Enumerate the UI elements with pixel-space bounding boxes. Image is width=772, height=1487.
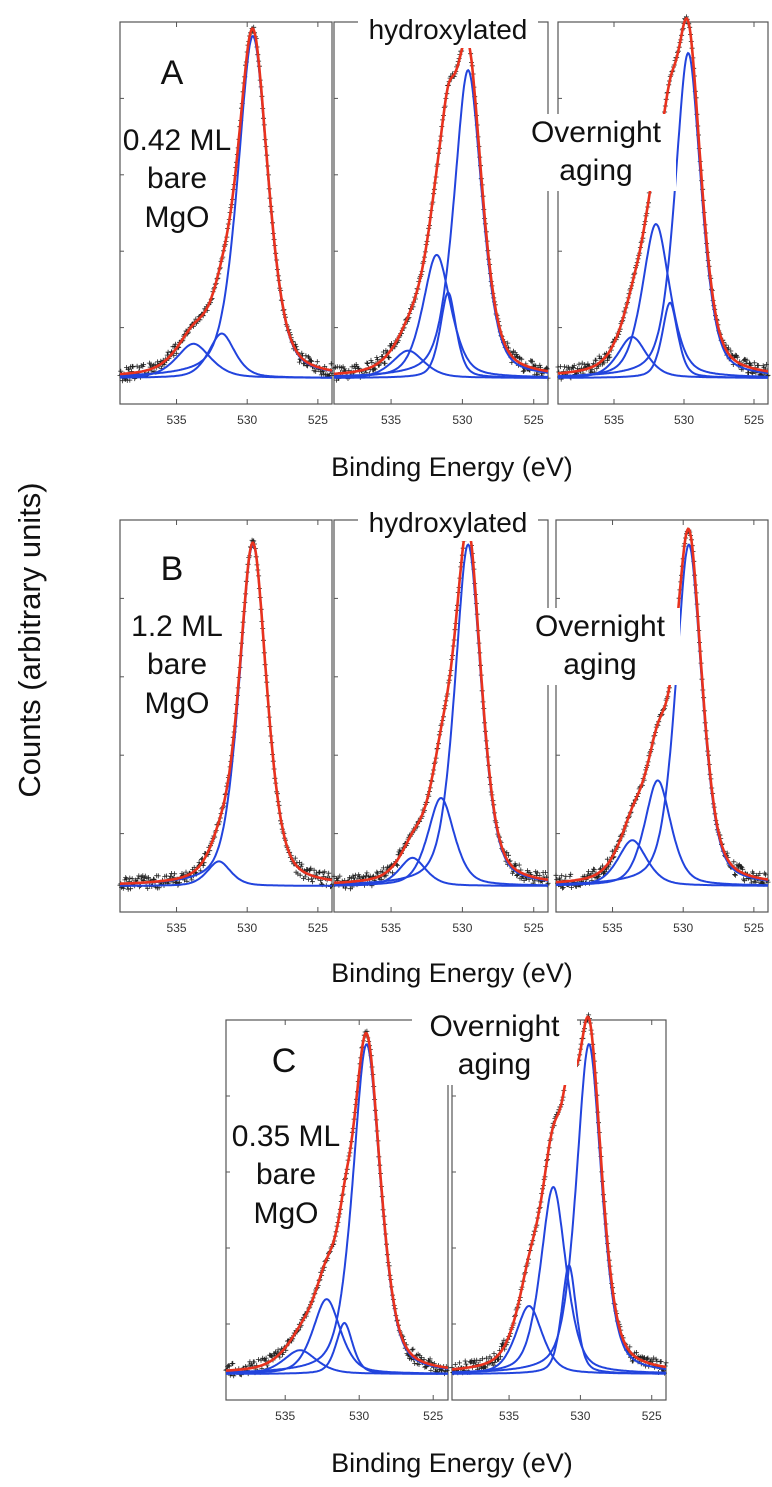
fit-envelope-a3 — [557, 16, 769, 375]
panel-c-left-label: 0.35 ML bare MgO — [231, 1120, 341, 1230]
fit-envelope-a1 — [120, 27, 333, 376]
x-axis-label-b: Binding Energy (eV) — [331, 958, 573, 988]
component-peak-b3-3 — [556, 839, 768, 887]
fit-envelope-c1 — [226, 1031, 449, 1372]
x-tick-label-b1-535: 535 — [167, 921, 187, 935]
panel-b-top-label: hydroxylated — [358, 505, 538, 541]
x-tick-label-b2-525: 525 — [524, 921, 544, 935]
x-tick-label-c2-535: 535 — [499, 1409, 519, 1423]
component-peak-a1-3 — [120, 342, 332, 379]
fit-envelope-b1 — [120, 540, 333, 885]
x-tick-label-a3-535: 535 — [604, 413, 624, 427]
data-points-a2 — [331, 34, 551, 383]
x-axis-label-c: Binding Energy (eV) — [331, 1448, 573, 1478]
panel-a-right-label: Overnight aging — [516, 114, 676, 191]
component-peak-c1-4 — [226, 1321, 448, 1375]
x-tick-label-c1-525: 525 — [423, 1409, 443, 1423]
x-tick-label-a3-530: 530 — [674, 413, 694, 427]
x-axis-label-a: Binding Energy (eV) — [331, 452, 573, 482]
panel-b-left-label: 1.2 ML bare MgO — [131, 610, 223, 720]
x-tick-label-c2-525: 525 — [642, 1409, 662, 1423]
plot-frame-a3 — [557, 21, 769, 405]
component-peak-b2-3 — [334, 856, 548, 887]
plot-frame-a2 — [333, 21, 549, 405]
data-points-b2 — [331, 523, 551, 892]
x-tick-label-a2-525: 525 — [524, 413, 544, 427]
panel-b-letter: B — [160, 550, 184, 588]
fit-envelope-a2 — [333, 37, 549, 376]
plot-frame-b3 — [555, 519, 769, 913]
panel-a-top-label: hydroxylated — [358, 12, 538, 48]
fit-envelope-b2 — [333, 524, 549, 885]
x-tick-label-c2-530: 530 — [570, 1409, 590, 1423]
fit-envelope-c2 — [451, 1015, 667, 1371]
panel-a-left-label: 0.42 ML bare MgO — [122, 124, 232, 234]
plot-frame-b1 — [119, 519, 333, 913]
component-peak-b1-2 — [120, 860, 332, 887]
panel-b-right-label: Overnight aging — [520, 608, 680, 685]
x-tick-label-b2-530: 530 — [452, 921, 472, 935]
component-peak-a2-4 — [334, 291, 548, 379]
panel-c-right-label: Overnight aging — [412, 1008, 577, 1085]
x-tick-label-a3-525: 525 — [744, 413, 764, 427]
x-tick-label-a1-525: 525 — [308, 413, 328, 427]
plot-frame-c1 — [225, 1019, 449, 1401]
component-peak-b3-2 — [556, 779, 768, 887]
x-tick-label-b2-535: 535 — [381, 921, 401, 935]
component-peak-a3-4 — [558, 301, 768, 379]
x-tick-label-a1-535: 535 — [167, 413, 187, 427]
plot-frame-b2 — [333, 519, 549, 913]
x-tick-label-a1-530: 530 — [237, 413, 257, 427]
component-peak-b2-1 — [334, 543, 549, 886]
x-tick-label-b3-530: 530 — [673, 921, 693, 935]
data-points-b3 — [553, 527, 771, 891]
x-tick-label-a2-535: 535 — [381, 413, 401, 427]
component-peak-c2-4 — [452, 1263, 666, 1375]
x-tick-label-b3-525: 525 — [744, 921, 764, 935]
panel-c-letter: C — [271, 1042, 297, 1080]
component-peak-c2-2 — [451, 1185, 667, 1374]
y-axis-label: Counts (arbitrary units) — [12, 482, 47, 798]
panel-a-letter: A — [160, 54, 184, 92]
x-tick-label-b3-535: 535 — [603, 921, 623, 935]
x-tick-label-b1-525: 525 — [308, 921, 328, 935]
x-tick-label-c1-530: 530 — [349, 1409, 369, 1423]
x-tick-label-a2-530: 530 — [452, 413, 472, 427]
x-tick-label-b1-530: 530 — [237, 921, 257, 935]
x-tick-label-c1-535: 535 — [275, 1409, 295, 1423]
plot-frame-a1 — [119, 21, 333, 405]
fit-envelope-b3 — [555, 527, 769, 884]
